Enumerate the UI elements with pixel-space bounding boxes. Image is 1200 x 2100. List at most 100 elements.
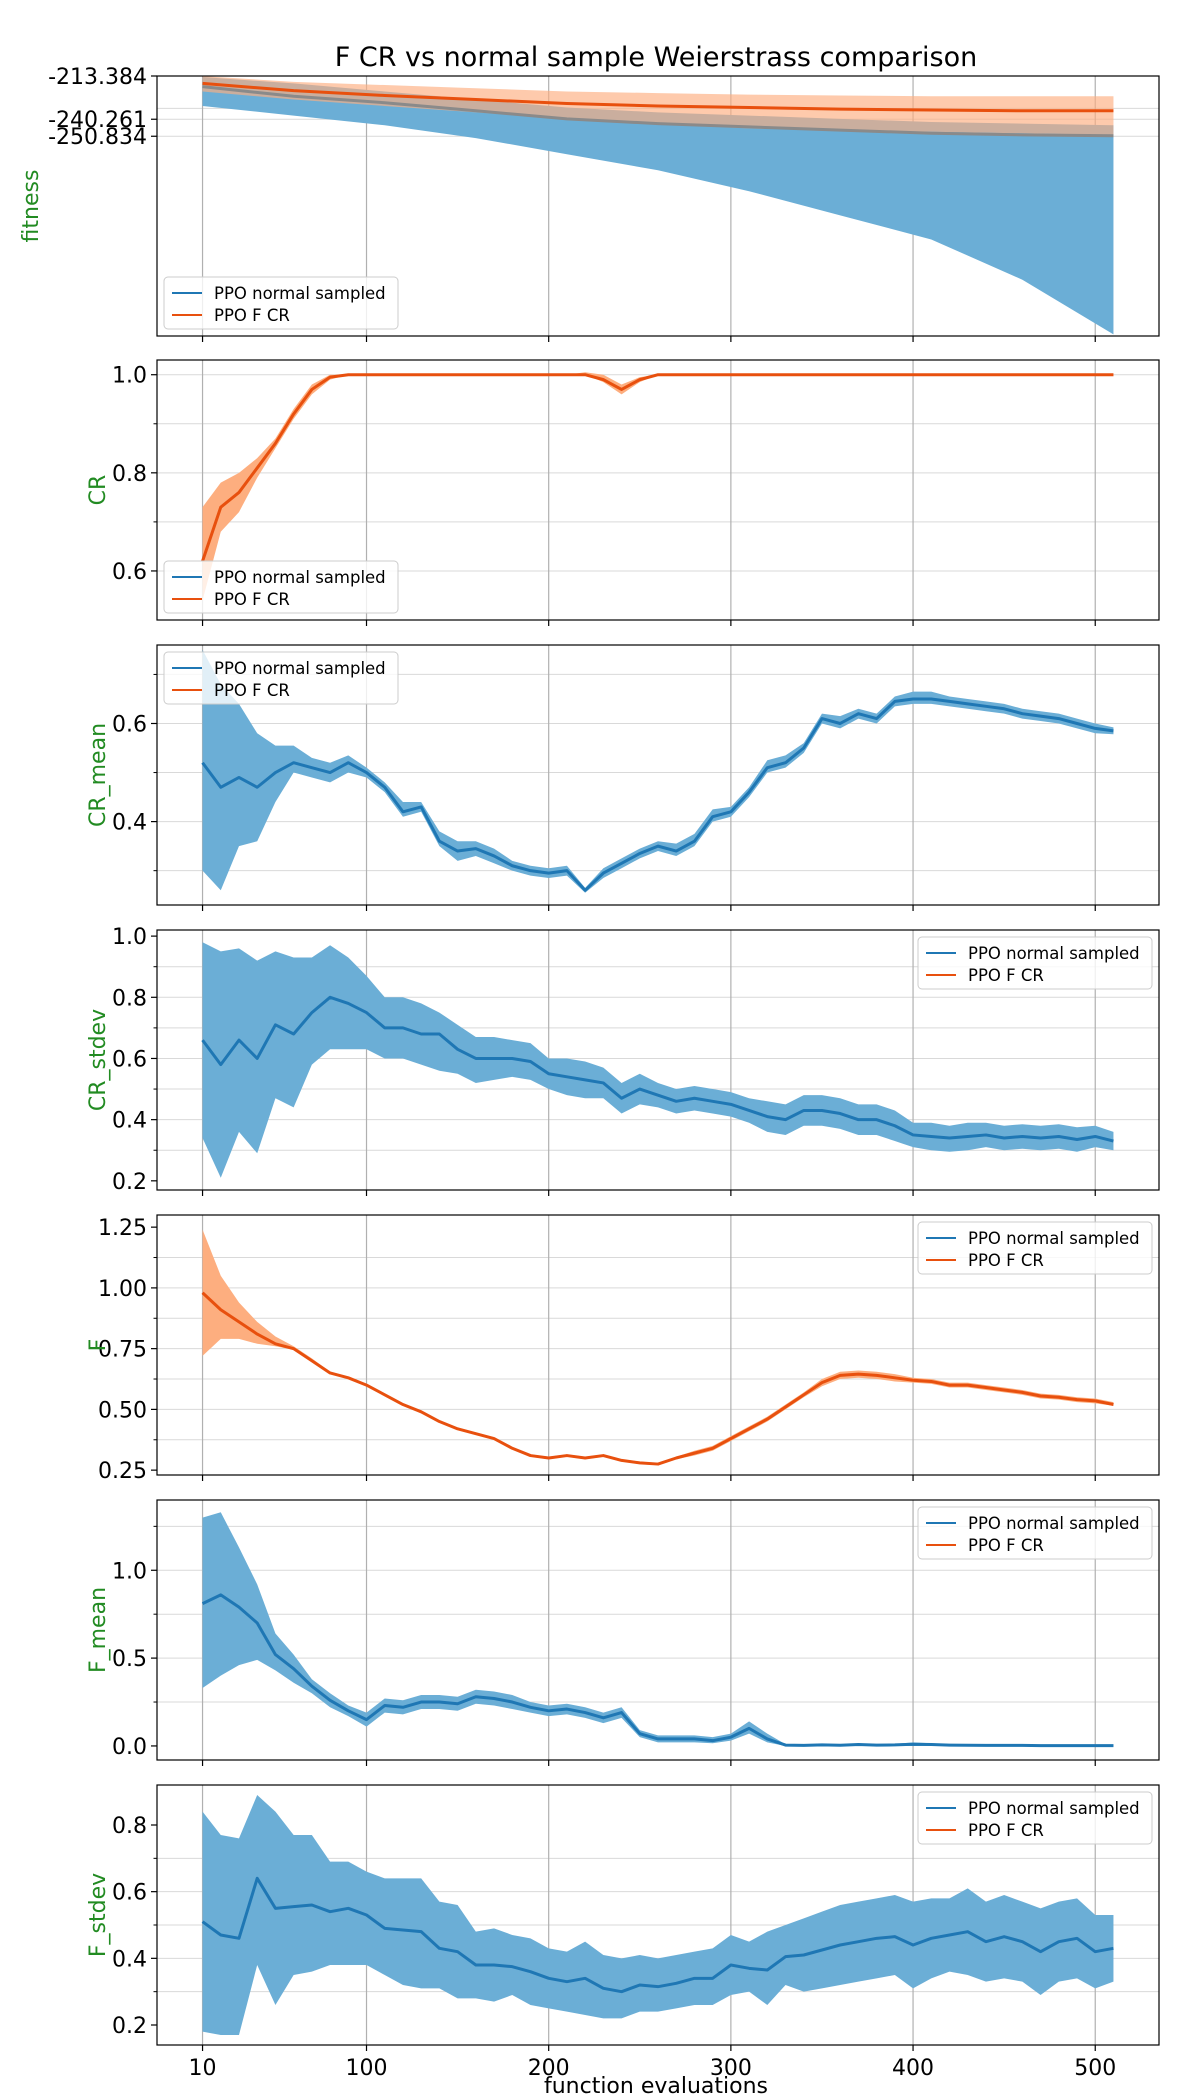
y-tick-label: 1.0 xyxy=(112,925,147,950)
y-axis-label: CR_mean xyxy=(86,723,111,827)
y-axis-label: CR xyxy=(86,475,111,506)
y-axis-label: CR_stdev xyxy=(86,1009,111,1111)
y-tick-label: 0.4 xyxy=(112,1109,147,1134)
y-tick-label: 1.0 xyxy=(112,1559,147,1584)
series-group xyxy=(202,76,1114,335)
chart-title: F CR vs normal sample Weierstrass compar… xyxy=(335,42,977,73)
legend-label: PPO normal sampled xyxy=(968,1514,1140,1533)
y-tick-label: 0.6 xyxy=(112,560,147,585)
y-tick-label: 0.6 xyxy=(112,1881,147,1906)
panel-F_mean: 0.0 0.5 1.0F_mean PPO normal sampled PPO F C… xyxy=(86,1499,1160,1766)
legend-box xyxy=(163,276,399,330)
x-tick-label: 10 xyxy=(189,2056,217,2081)
legend: PPO normal sampled PPO F CR xyxy=(163,651,399,705)
y-tick-label: 1.00 xyxy=(98,1277,147,1302)
legend-label: PPO F CR xyxy=(968,1821,1044,1840)
legend: PPO normal sampled PPO F CR xyxy=(917,1506,1153,1560)
x-tick-label: 100 xyxy=(346,2056,388,2081)
plot-frame xyxy=(156,1784,1160,2046)
legend-box xyxy=(917,1506,1153,1560)
y-tick-label: 0.8 xyxy=(112,986,147,1011)
y-tick-label: -250.834 xyxy=(48,125,147,150)
plot-frame xyxy=(156,1214,1160,1476)
y-tick-label: -240.261 xyxy=(48,108,147,133)
y-axis-label: fitness xyxy=(19,170,44,243)
legend-label: PPO F CR xyxy=(968,1251,1044,1270)
y-tick-label: 1.25 xyxy=(98,1216,147,1241)
legend: PPO normal sampled PPO F CR xyxy=(917,1791,1153,1845)
panel-CR_stdev: 0.2 0.4 0.6 0.8 1.0 CR_stdev PPO normal sample… xyxy=(86,925,1160,1196)
legend: PPO normal sampled PPO F CR xyxy=(163,276,399,330)
line-normal xyxy=(201,697,1114,892)
legend: PPO normal sampled PPO F CR xyxy=(917,1221,1153,1275)
y-tick-label: 0.2 xyxy=(112,1170,147,1195)
line-fcr xyxy=(201,1291,1114,1466)
legend-label: PPO F CR xyxy=(214,590,290,609)
band-normal xyxy=(202,76,1114,335)
plot-frame xyxy=(156,359,1160,621)
y-axis-label: F_stdev xyxy=(86,1873,111,1957)
y-tick-label: -213.384 xyxy=(48,65,147,90)
y-tick-label: 0.4 xyxy=(112,811,147,836)
line-normal xyxy=(201,995,1114,1143)
legend-label: PPO F CR xyxy=(214,681,290,700)
plot-frame xyxy=(156,1499,1160,1761)
legend-label: PPO F CR xyxy=(968,966,1044,985)
series-group xyxy=(201,372,1114,601)
legend-label: PPO normal sampled xyxy=(968,1799,1140,1818)
legend-box xyxy=(163,560,399,614)
series-group xyxy=(201,1229,1114,1466)
panel-F_stdev: 0.2 0.4 0.6 0.8 10 100 200 300 400 500 F_stdev PPO … xyxy=(86,1784,1160,2081)
line-fcr xyxy=(201,373,1114,562)
x-tick-label: 200 xyxy=(528,2056,570,2081)
plot-frame xyxy=(156,75,1160,337)
y-axis-label: F_mean xyxy=(86,1587,111,1673)
line-normal xyxy=(201,1593,1114,1748)
y-tick-label: 0.5 xyxy=(112,1647,147,1672)
y-tick-label: 0.6 xyxy=(112,712,147,737)
x-tick-label: 500 xyxy=(1074,2056,1116,2081)
y-axis-label: F xyxy=(86,1339,111,1352)
series-group xyxy=(201,1512,1114,1748)
y-tick-label: 0.50 xyxy=(98,1398,147,1423)
series-group xyxy=(201,1795,1114,2035)
legend-box xyxy=(917,936,1153,990)
plot-frame xyxy=(156,929,1160,1191)
y-tick-label: 0.2 xyxy=(112,2014,147,2039)
x-tick-label: 400 xyxy=(892,2056,934,2081)
panel-CR: 0.6 0.8 1.0 CR PPO normal sampled PPO F CR xyxy=(86,359,1160,626)
legend-label: PPO F CR xyxy=(214,306,290,325)
line-normal xyxy=(202,85,1114,138)
legend-box xyxy=(917,1791,1153,1845)
band-normal xyxy=(202,942,1114,1178)
legend-label: PPO F CR xyxy=(968,1536,1044,1555)
legend-label: PPO normal sampled xyxy=(968,1229,1140,1248)
line-normal xyxy=(201,1876,1114,1994)
x-axis-label: function evaluations xyxy=(544,2074,768,2099)
legend-label: PPO normal sampled xyxy=(214,568,386,587)
y-tick-label: 0.25 xyxy=(98,1459,147,1484)
legend: PPO normal sampled PPO F CR xyxy=(917,936,1153,990)
legend-label: PPO normal sampled xyxy=(968,944,1140,963)
x-tick-label: 300 xyxy=(710,2056,752,2081)
y-tick-label: 0.6 xyxy=(112,1047,147,1072)
series-group xyxy=(201,649,1114,893)
legend-label: PPO normal sampled xyxy=(214,659,386,678)
plot-frame xyxy=(156,644,1160,906)
panel-CR_mean: 0.4 0.6CR_mean PPO normal sampled PPO F CR xyxy=(86,644,1160,911)
y-tick-label: 0.75 xyxy=(98,1338,147,1363)
y-tick-label: 1.0 xyxy=(112,364,147,389)
legend: PPO normal sampled PPO F CR xyxy=(163,560,399,614)
y-tick-label: 0.4 xyxy=(112,1947,147,1972)
band-normal xyxy=(202,1795,1114,2035)
series-group xyxy=(201,942,1114,1178)
line-fcr xyxy=(202,81,1114,113)
legend-label: PPO normal sampled xyxy=(214,284,386,303)
legend-box xyxy=(917,1221,1153,1275)
y-tick-label: 0.8 xyxy=(112,1814,147,1839)
y-tick-label: 0.0 xyxy=(112,1735,147,1760)
